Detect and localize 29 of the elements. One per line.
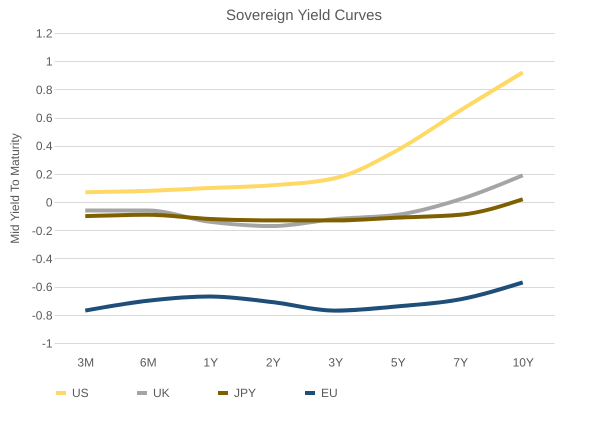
y-tick-label: -0.2	[32, 224, 53, 238]
y-tick-label: 0.2	[36, 167, 53, 182]
y-tick-label: -0.6	[32, 280, 53, 294]
x-tick-label: 2Y	[266, 356, 281, 370]
y-tick-label: 0.6	[36, 111, 53, 126]
y-tick-label: 0.4	[36, 139, 53, 154]
x-tick-label: 10Y	[512, 356, 534, 370]
y-tick-label: 0.8	[36, 82, 53, 97]
y-tick-label: -0.4	[32, 252, 53, 266]
x-tick-label: 3M	[77, 356, 94, 370]
y-tick-label: -1	[42, 336, 53, 350]
y-tick-label: 0	[46, 196, 53, 210]
x-tick-label: 3Y	[328, 356, 344, 370]
legend-label: US	[72, 386, 89, 400]
legend-label: UK	[153, 386, 170, 400]
y-tick-label: 1.2	[36, 26, 53, 40]
line-series	[83, 70, 525, 194]
x-tick-label: 1Y	[203, 356, 218, 370]
y-axis-title: Mid Yield To Maturity	[8, 133, 22, 244]
x-tick-label: 6M	[140, 356, 157, 370]
legend-label: JPY	[234, 386, 256, 400]
line-series	[83, 197, 525, 222]
y-tick-label: -0.8	[32, 308, 53, 322]
chart-title: Sovereign Yield Curves	[226, 7, 382, 24]
x-tick-label: 5Y	[390, 356, 406, 370]
line-series	[83, 280, 525, 313]
x-tick-label: 7Y	[453, 356, 468, 370]
y-tick-label: 1	[46, 54, 53, 69]
legend-label: EU	[321, 386, 338, 400]
